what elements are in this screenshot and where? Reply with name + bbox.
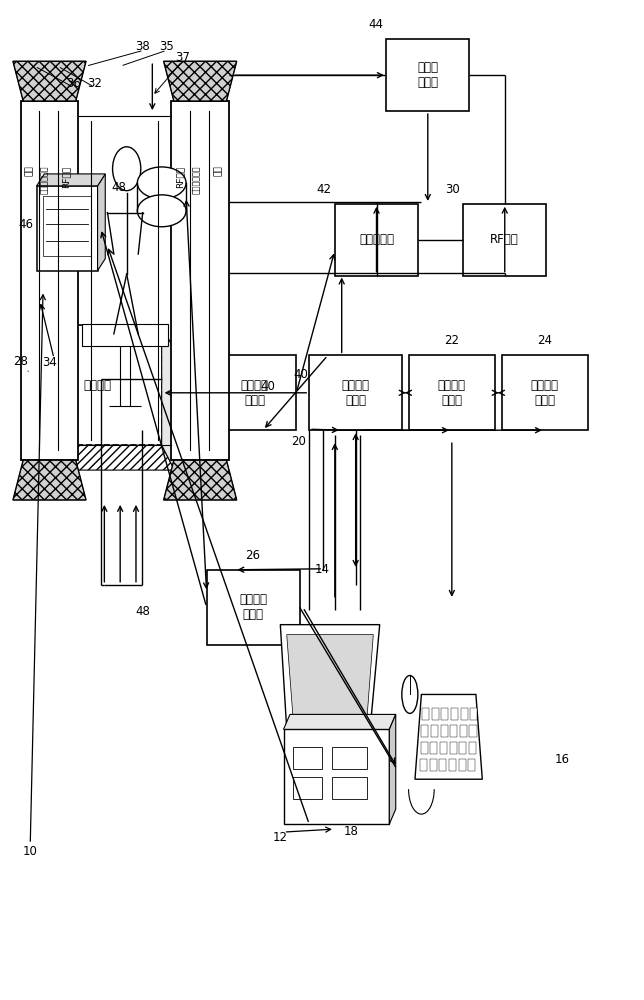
Bar bbox=[332, 747, 367, 769]
Polygon shape bbox=[280, 625, 380, 729]
Text: RF线圈: RF线圈 bbox=[61, 166, 70, 188]
Bar bbox=[408, 355, 495, 430]
Bar bbox=[459, 759, 466, 771]
Ellipse shape bbox=[402, 676, 418, 713]
Bar bbox=[468, 759, 475, 771]
Text: 46: 46 bbox=[19, 218, 33, 231]
Bar bbox=[335, 204, 418, 276]
Text: 44: 44 bbox=[368, 18, 383, 31]
Bar bbox=[43, 196, 91, 256]
Polygon shape bbox=[287, 635, 374, 719]
Text: 梯度线圈组件: 梯度线圈组件 bbox=[193, 166, 202, 194]
Bar bbox=[332, 777, 367, 799]
Bar bbox=[420, 759, 427, 771]
Bar bbox=[449, 759, 456, 771]
Bar bbox=[460, 725, 467, 737]
Bar bbox=[21, 101, 79, 460]
Bar bbox=[451, 708, 458, 720]
Text: 32: 32 bbox=[87, 77, 102, 90]
Polygon shape bbox=[283, 714, 396, 729]
Bar bbox=[283, 729, 390, 824]
Bar bbox=[469, 725, 477, 737]
Bar bbox=[439, 759, 446, 771]
Bar bbox=[430, 742, 437, 754]
Bar bbox=[450, 742, 457, 754]
Text: 12: 12 bbox=[273, 831, 288, 844]
Bar bbox=[460, 708, 468, 720]
Polygon shape bbox=[98, 174, 105, 271]
Polygon shape bbox=[33, 445, 175, 470]
Text: 37: 37 bbox=[175, 51, 189, 64]
Text: 脉冲序列
服务器: 脉冲序列 服务器 bbox=[342, 379, 370, 407]
Text: 38: 38 bbox=[135, 40, 150, 53]
Bar bbox=[386, 39, 469, 111]
Text: 16: 16 bbox=[555, 753, 570, 766]
Bar bbox=[293, 747, 322, 769]
Text: 48: 48 bbox=[135, 605, 150, 618]
Text: 磁体: 磁体 bbox=[25, 166, 34, 176]
Bar bbox=[441, 708, 448, 720]
Text: 42: 42 bbox=[317, 183, 332, 196]
Text: 生理采集
控制器: 生理采集 控制器 bbox=[241, 379, 269, 407]
Text: 34: 34 bbox=[42, 356, 57, 369]
Text: 18: 18 bbox=[343, 825, 358, 838]
Text: 梯度线圈组件: 梯度线圈组件 bbox=[40, 166, 49, 194]
Bar bbox=[431, 708, 439, 720]
Text: 40: 40 bbox=[260, 380, 275, 393]
Text: 患者定
位系统: 患者定 位系统 bbox=[417, 61, 439, 89]
Bar bbox=[421, 725, 428, 737]
Polygon shape bbox=[164, 460, 237, 500]
Text: RF线圈: RF线圈 bbox=[175, 166, 184, 188]
Bar bbox=[422, 708, 429, 720]
Bar bbox=[213, 355, 296, 430]
Text: 数据采集
服务器: 数据采集 服务器 bbox=[438, 379, 466, 407]
Text: 14: 14 bbox=[314, 563, 330, 576]
Bar bbox=[469, 742, 476, 754]
Text: 数据处理
服务器: 数据处理 服务器 bbox=[531, 379, 559, 407]
Polygon shape bbox=[13, 460, 86, 500]
Text: 35: 35 bbox=[160, 40, 174, 53]
Bar bbox=[502, 355, 588, 430]
Bar bbox=[440, 742, 447, 754]
Bar bbox=[421, 742, 428, 754]
Text: 30: 30 bbox=[445, 183, 460, 196]
Bar bbox=[450, 725, 457, 737]
Text: RF系统: RF系统 bbox=[490, 233, 519, 246]
Ellipse shape bbox=[137, 167, 186, 199]
Text: 梯度系统: 梯度系统 bbox=[84, 379, 111, 392]
Text: 36: 36 bbox=[66, 77, 80, 90]
Bar bbox=[440, 725, 448, 737]
Bar bbox=[207, 570, 299, 645]
Text: 磁体: 磁体 bbox=[214, 166, 223, 176]
Text: 10: 10 bbox=[23, 845, 38, 858]
Polygon shape bbox=[415, 694, 482, 779]
Bar bbox=[459, 742, 466, 754]
Text: 扫描室接口: 扫描室接口 bbox=[359, 233, 394, 246]
Text: 40: 40 bbox=[293, 368, 308, 381]
Bar bbox=[309, 355, 402, 430]
Bar bbox=[33, 325, 162, 445]
Bar bbox=[463, 204, 546, 276]
Polygon shape bbox=[390, 714, 396, 824]
Polygon shape bbox=[37, 174, 105, 186]
Bar bbox=[82, 324, 168, 346]
Ellipse shape bbox=[137, 195, 186, 227]
Text: 24: 24 bbox=[537, 334, 553, 347]
Text: 48: 48 bbox=[111, 181, 126, 194]
Polygon shape bbox=[13, 61, 86, 101]
Text: 数据存储
服务器: 数据存储 服务器 bbox=[239, 593, 267, 621]
Bar bbox=[171, 101, 229, 460]
Text: 28: 28 bbox=[14, 355, 28, 368]
Bar bbox=[430, 759, 437, 771]
Text: 22: 22 bbox=[444, 334, 459, 347]
Bar bbox=[293, 777, 322, 799]
FancyBboxPatch shape bbox=[37, 186, 98, 271]
Text: 26: 26 bbox=[245, 549, 261, 562]
Text: 20: 20 bbox=[291, 435, 306, 448]
Polygon shape bbox=[162, 325, 175, 470]
Bar bbox=[470, 708, 477, 720]
Polygon shape bbox=[164, 61, 237, 101]
Bar bbox=[431, 725, 438, 737]
